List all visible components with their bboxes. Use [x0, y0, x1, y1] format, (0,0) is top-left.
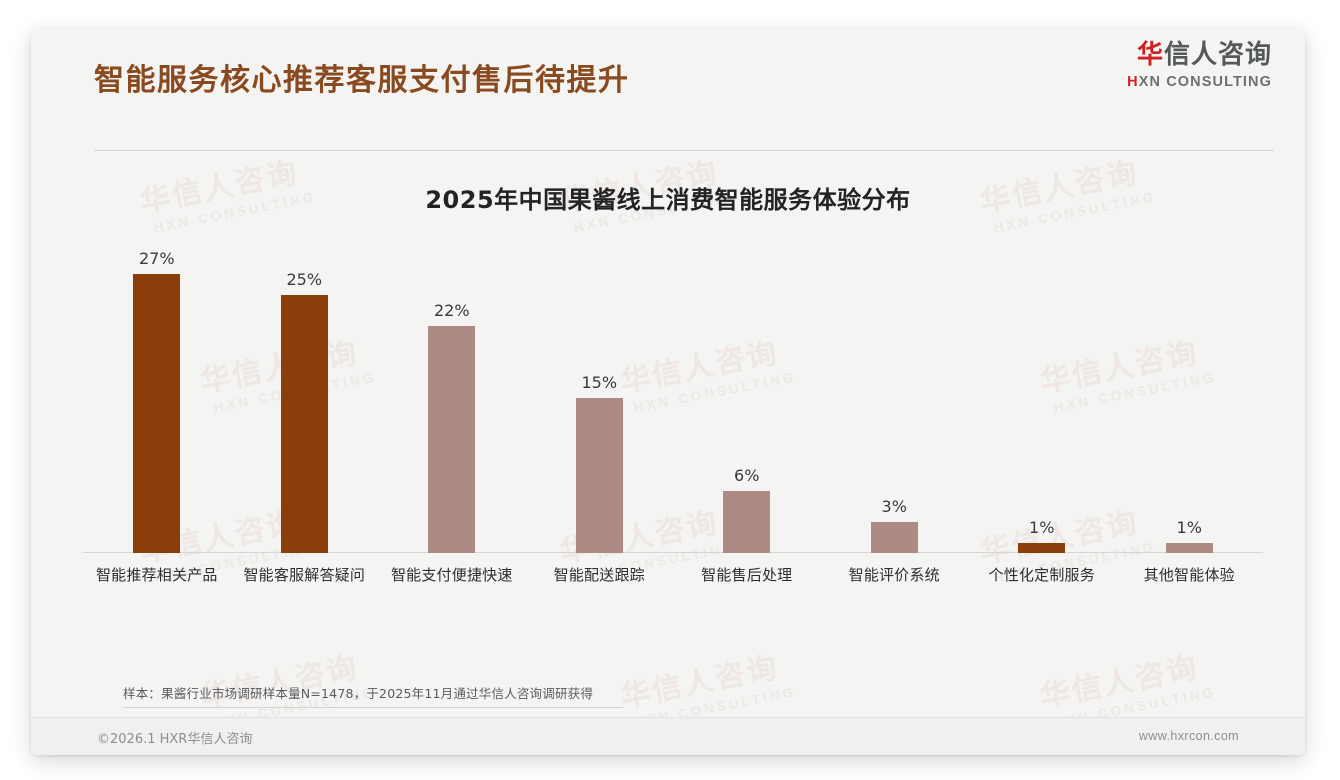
bar-value-label: 27% — [138, 249, 175, 268]
slide-page: 华信人咨询 HXN CONSULTING 华信人咨询 HXN CONSULTING 华信… — [31, 28, 1305, 755]
chart-baseline-axis — [83, 552, 1263, 553]
bar-category-label: 智能推荐相关产品 — [95, 566, 218, 584]
footer-website[interactable]: www.hxrcon.com — [1138, 729, 1239, 743]
bar-value-label: 25% — [286, 269, 323, 289]
brand-logo: 华信人咨询 HXN CONSULTING — [1127, 42, 1272, 90]
brand-logo-chinese: 华信人咨询 — [1127, 42, 1272, 68]
watermark-chinese: 华信人咨询 — [197, 650, 362, 716]
bar-value-label: 6% — [734, 466, 760, 485]
bar-rect[interactable] — [280, 294, 328, 553]
bar-category-label: 智能支付便捷快速 — [390, 566, 513, 584]
bar-category-label: 个性化定制服务 — [988, 566, 1095, 584]
bar-category-label: 智能客服解答疑问 — [243, 566, 366, 584]
slide-header: 智能服务核心推荐客服支付售后待提升 华信人咨询 HXN CONSULTING — [31, 28, 1305, 123]
bar-value-label: 1% — [1176, 517, 1202, 537]
bar-value-label: 22% — [433, 300, 470, 320]
bar-rect[interactable] — [575, 398, 623, 553]
bar-chart-bars: 27% 25% 22% 15% 6% 3% 1% 1% — [83, 243, 1263, 553]
footnote-divider — [123, 707, 623, 708]
header-divider — [94, 150, 1274, 151]
bar-rect[interactable] — [870, 522, 918, 553]
bar-value-label: 3% — [881, 497, 907, 516]
bar-chart-item[interactable]: 1% — [1116, 243, 1264, 553]
bar-chart-item[interactable]: 15% — [526, 243, 674, 553]
bar-category-label: 其他智能体验 — [1143, 566, 1235, 584]
bar-category-label: 智能评价系统 — [848, 566, 940, 584]
bar-chart-item[interactable]: 1% — [968, 243, 1116, 553]
bar-category-label: 智能配送跟踪 — [553, 566, 645, 584]
watermark-chinese: 华信人咨询 — [617, 650, 782, 716]
bar-chart-item[interactable]: 6% — [673, 243, 821, 553]
chart-title: 2025年中国果酱线上消费智能服务体验分布 — [425, 186, 911, 214]
bar-chart-item[interactable]: 22% — [378, 243, 526, 553]
bar-value-label: 1% — [1029, 517, 1055, 537]
bar-rect[interactable] — [133, 274, 181, 553]
bar-chart-item[interactable]: 3% — [821, 243, 969, 553]
bar-rect[interactable] — [1165, 542, 1213, 553]
bar-rect[interactable] — [723, 491, 771, 553]
sample-footnote: 样本：果酱行业市场调研样本量N=1478，于2025年11月通过华信人咨询调研获… — [123, 686, 594, 701]
brand-logo-english: HXN CONSULTING — [1127, 75, 1272, 90]
bar-value-label: 15% — [581, 373, 618, 392]
bar-rect[interactable] — [428, 325, 476, 553]
footer-copyright: ©2026.1 HXR华信人咨询 — [97, 732, 253, 747]
page-title: 智能服务核心推荐客服支付售后待提升 — [94, 63, 630, 98]
brand-logo-chinese-rest: 信人咨询 — [1163, 40, 1272, 70]
bar-category-label: 智能售后处理 — [701, 566, 793, 584]
slide-footer: ©2026.1 HXR华信人咨询 www.hxrcon.com — [31, 717, 1305, 755]
brand-logo-h-glyph: H — [1127, 74, 1139, 90]
brand-logo-english-rest: XN CONSULTING — [1138, 74, 1272, 90]
bar-chart-item[interactable]: 27% — [83, 243, 231, 553]
watermark-chinese: 华信人咨询 — [1037, 650, 1202, 716]
bar-rect[interactable] — [1018, 542, 1066, 553]
brand-logo-hua-glyph: 华 — [1136, 40, 1164, 70]
bar-chart-item[interactable]: 25% — [231, 243, 379, 553]
bar-chart-category-labels: 智能推荐相关产品 智能客服解答疑问 智能支付便捷快速 智能配送跟踪 智能售后处理 智能评价… — [83, 564, 1263, 585]
